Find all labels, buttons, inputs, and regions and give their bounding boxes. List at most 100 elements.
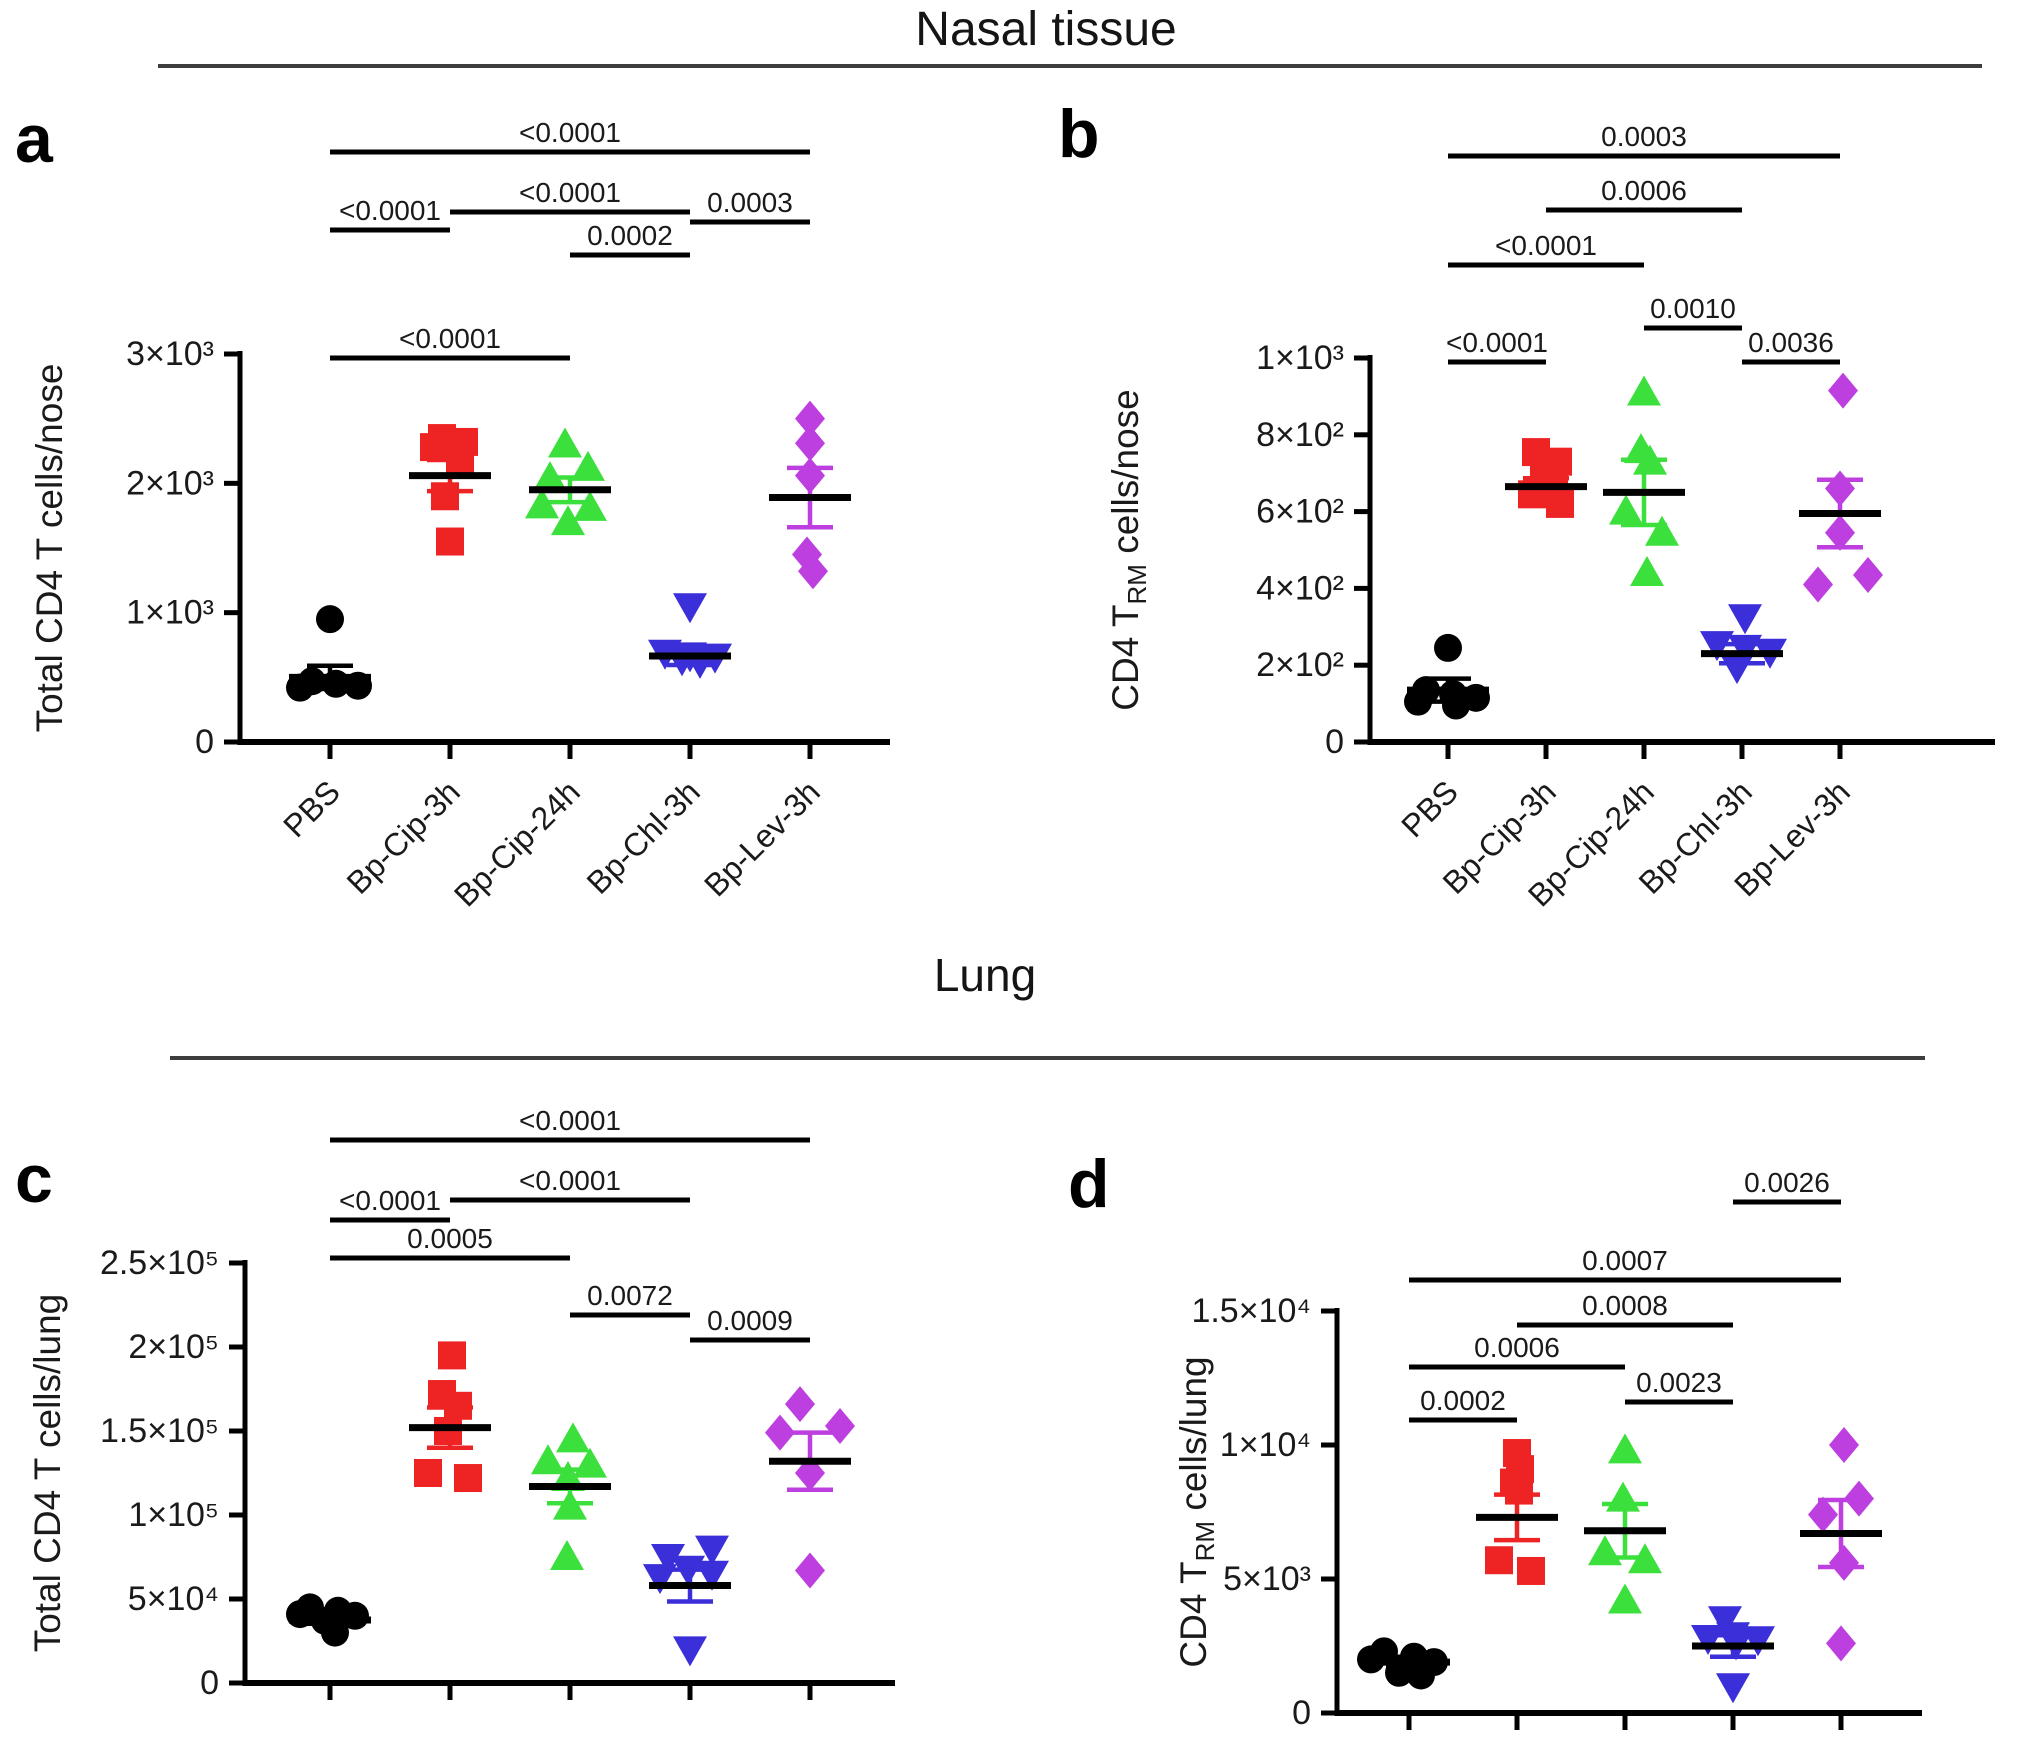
triangle-down-marker	[1691, 1624, 1725, 1655]
significance-p-value: <0.0001	[339, 1185, 441, 1216]
significance-p-value: 0.0008	[1582, 1290, 1668, 1321]
diamond-marker	[825, 1407, 855, 1444]
square-marker	[454, 1464, 482, 1493]
y-tick-label: 8×10²	[1256, 416, 1344, 454]
diamond-marker	[1803, 566, 1833, 603]
significance-p-value: <0.0001	[1495, 230, 1597, 261]
diamond-marker	[1828, 372, 1858, 409]
panel-letter-d: d	[1068, 1146, 1110, 1222]
diamond-marker	[765, 1414, 795, 1451]
triangle-down-marker	[673, 593, 707, 624]
triangle-down-marker	[1708, 1606, 1742, 1637]
triangle-up-marker	[551, 505, 585, 536]
series-PBS	[286, 1593, 371, 1647]
significance-p-value: 0.0003	[707, 187, 793, 218]
diamond-marker	[795, 1552, 825, 1589]
triangle-up-marker	[550, 1540, 584, 1570]
y-tick-label: 3×10³	[126, 335, 214, 373]
square-marker	[1517, 1556, 1545, 1585]
series-Bp-Chl-3h	[1700, 604, 1787, 685]
x-tick-label: Bp-Cip-3h	[340, 773, 467, 900]
significance-p-value: 0.0005	[407, 1223, 493, 1254]
significance-p-value: 0.0023	[1636, 1367, 1722, 1398]
series-Bp-Chl-3h	[1691, 1606, 1775, 1704]
y-tick-label: 1.5×10⁵	[100, 1412, 219, 1450]
y-tick-label: 5×10³	[1223, 1560, 1311, 1598]
y-axis-title: Total CD4 T cells/lung	[27, 1294, 68, 1653]
y-tick-label: 1×10⁴	[1220, 1426, 1311, 1464]
significance-p-value: 0.0006	[1601, 175, 1687, 206]
series-Bp-Lev-3h	[769, 400, 851, 590]
y-axis-title: CD4 TRM cells/nose	[1105, 389, 1152, 710]
series-Bp-Cip-3h	[1476, 1439, 1558, 1585]
circle-marker	[1404, 687, 1432, 716]
significance-p-value: 0.0010	[1650, 293, 1736, 324]
triangle-down-marker	[1720, 654, 1754, 685]
triangle-up-marker	[556, 1422, 590, 1453]
x-tick-label: PBS	[1394, 773, 1465, 844]
series-Bp-Cip-24h	[1584, 1433, 1666, 1614]
significance-p-value: <0.0001	[399, 323, 501, 354]
series-Bp-Cip-24h	[1603, 375, 1685, 587]
circle-marker	[316, 605, 344, 634]
significance-p-value: <0.0001	[1446, 327, 1548, 358]
diamond-marker	[795, 425, 825, 462]
significance-p-value: 0.0007	[1582, 1245, 1668, 1276]
square-marker	[436, 527, 464, 556]
section-rule-lung	[170, 1056, 1925, 1060]
triangle-down-marker	[1700, 631, 1734, 662]
diamond-marker	[785, 1386, 815, 1423]
triangle-up-marker	[1627, 375, 1661, 406]
y-tick-label: 1×10³	[126, 594, 214, 632]
diamond-marker	[1853, 556, 1883, 593]
y-axis-title: Total CD4 T cells/nose	[29, 364, 70, 733]
y-tick-label: 2×10⁵	[128, 1328, 219, 1366]
y-tick-label: 2.5×10⁵	[100, 1244, 219, 1282]
diamond-marker	[795, 400, 825, 437]
triangle-up-marker	[1645, 515, 1679, 546]
significance-p-value: <0.0001	[519, 1165, 621, 1196]
triangle-up-marker	[571, 450, 605, 481]
panel-letter-c: c	[15, 1141, 53, 1217]
y-tick-label: 2×10³	[126, 464, 214, 502]
triangle-up-marker	[1608, 1433, 1642, 1464]
y-tick-label: 0	[1325, 723, 1344, 761]
series-PBS	[286, 605, 372, 702]
series-Bp-Lev-3h	[1800, 1427, 1882, 1662]
y-tick-label: 1×10⁵	[128, 1496, 219, 1534]
square-marker	[414, 1459, 442, 1487]
significance-p-value: 0.0006	[1474, 1332, 1560, 1363]
triangle-down-marker	[673, 1636, 707, 1667]
diamond-marker	[798, 553, 828, 590]
square-marker	[438, 1341, 466, 1370]
chart-panel-b-cd4-trm-nose: 0 2×10² 4×10² 6×10² 8×10² 1×10³ CD4 TRM cells/…	[1105, 121, 1995, 913]
y-tick-label: 1×10³	[1256, 339, 1344, 377]
diamond-marker	[1826, 1625, 1856, 1662]
x-tick-label: Bp-Cip-24h	[447, 773, 587, 913]
y-tick-label: 2×10²	[1256, 646, 1344, 684]
triangle-down-marker	[1728, 604, 1762, 635]
series-Bp-Lev-3h	[1799, 372, 1883, 603]
series-Bp-Cip-24h	[525, 427, 611, 536]
triangle-up-marker	[525, 488, 559, 519]
series-PBS	[1404, 633, 1490, 720]
significance-p-value: 0.0026	[1744, 1167, 1830, 1198]
square-marker	[431, 482, 459, 511]
diamond-marker	[1808, 1496, 1838, 1533]
x-tick-label: Bp-Chl-3h	[580, 773, 707, 900]
significance-p-value: 0.0072	[587, 1280, 673, 1311]
y-tick-label: 4×10²	[1256, 569, 1344, 607]
section-title-lung: Lung	[933, 949, 1037, 1001]
series-Bp-Chl-3h	[648, 593, 732, 679]
triangle-up-marker	[1608, 1583, 1642, 1614]
triangle-down-marker	[1716, 1673, 1750, 1704]
series-Bp-Cip-3h	[409, 1341, 491, 1493]
triangle-up-marker	[1609, 494, 1643, 525]
triangle-up-marker	[1630, 556, 1664, 587]
series-Bp-Cip-3h	[409, 424, 491, 556]
triangle-down-marker	[651, 1544, 685, 1574]
y-tick-label: 0	[195, 723, 214, 761]
square-marker	[420, 433, 448, 462]
x-tick-label: PBS	[276, 773, 347, 844]
section-title-nasal-tissue: Nasal tissue	[915, 3, 1177, 56]
